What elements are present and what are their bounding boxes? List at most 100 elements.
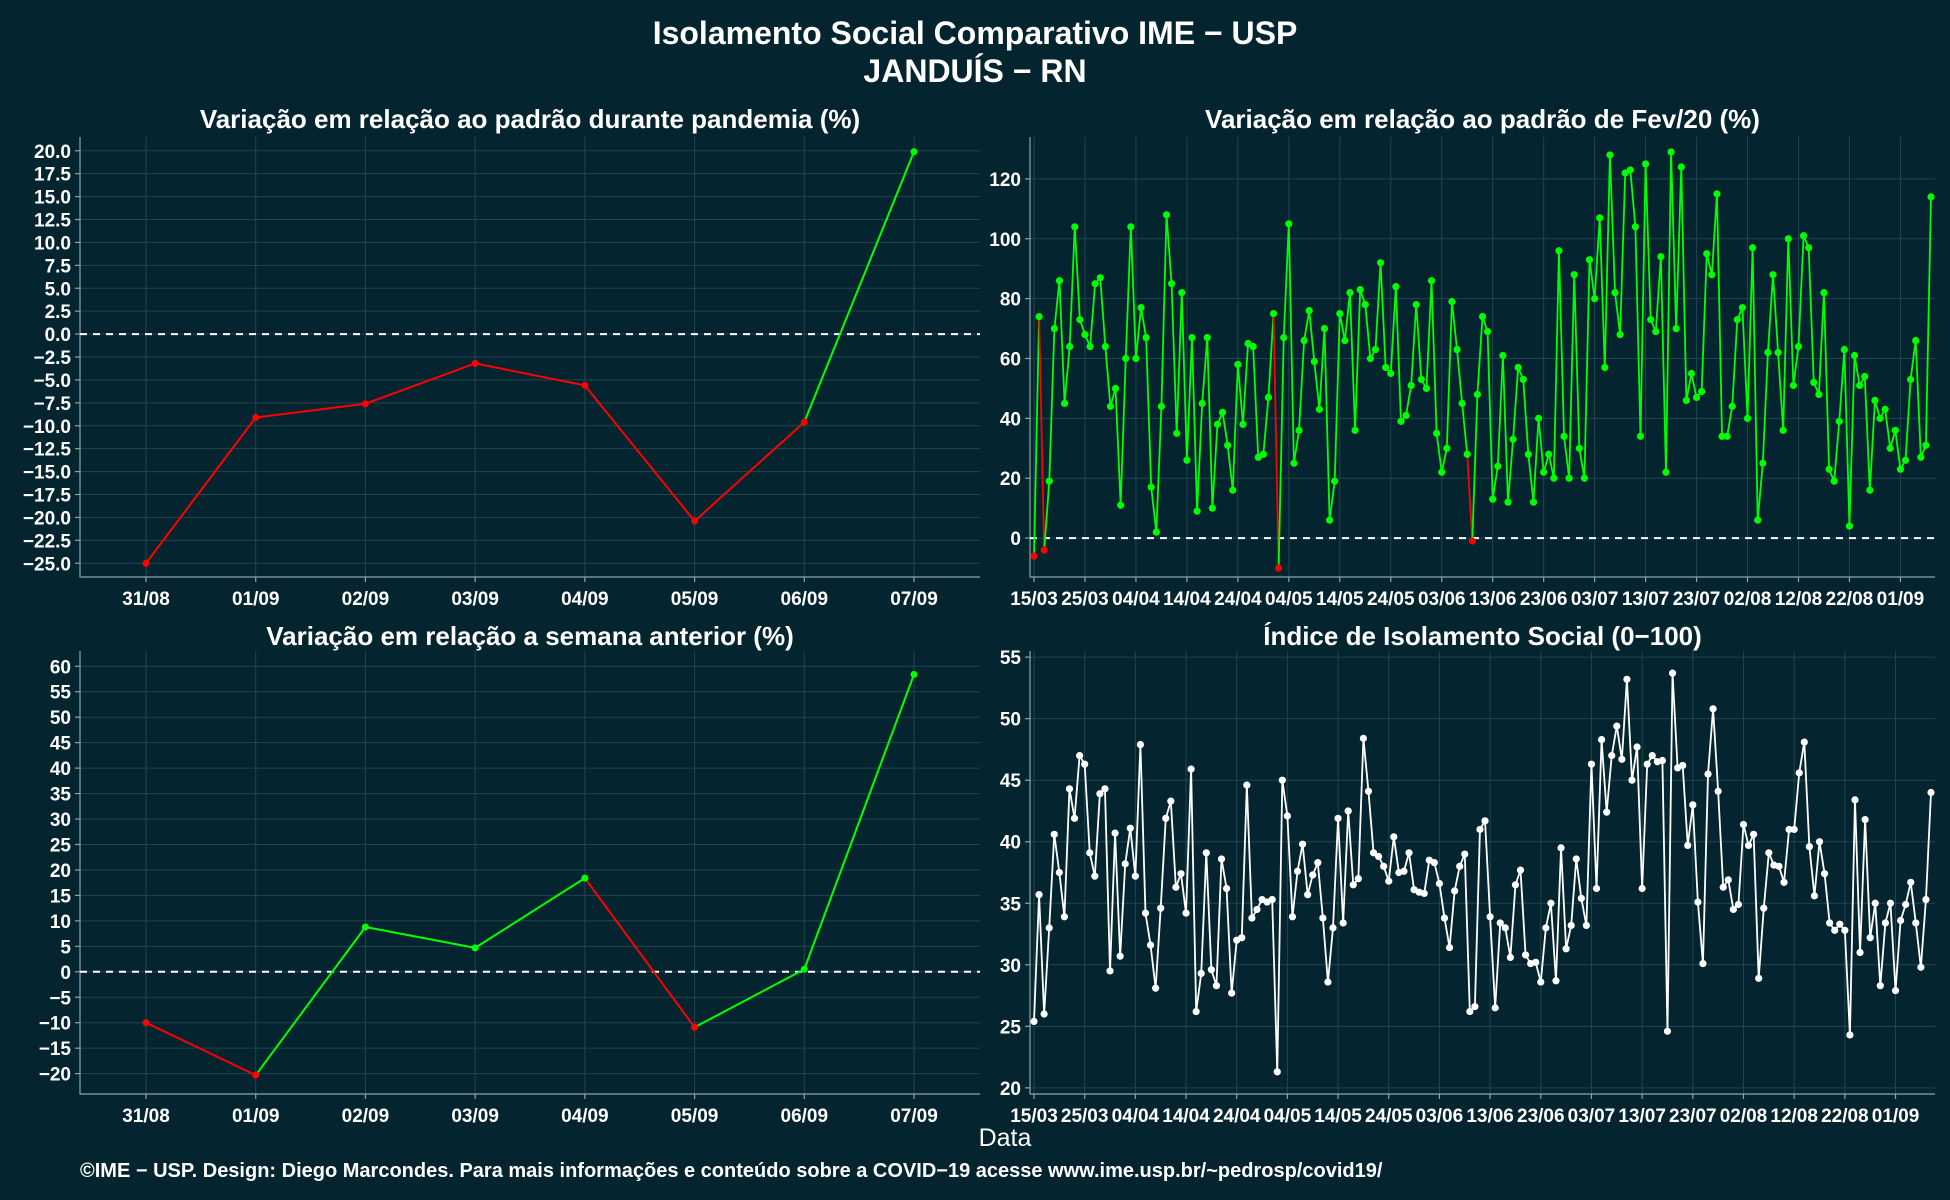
data-point — [361, 923, 369, 931]
series-segment — [1180, 873, 1187, 914]
data-point — [1750, 830, 1758, 838]
y-tick-label: 30 — [1000, 956, 1021, 977]
data-point — [1496, 919, 1504, 927]
series-segment — [1565, 925, 1573, 949]
data-point — [1810, 378, 1818, 387]
data-point — [1628, 776, 1636, 784]
series-segment — [1043, 927, 1051, 1015]
series-segment — [1854, 799, 1861, 953]
series-segment — [1440, 448, 1448, 473]
data-point — [1739, 820, 1748, 829]
series-segment — [1609, 154, 1616, 293]
data-point — [1907, 878, 1915, 886]
panel-title: Variação em relação ao padrão de Fev/20 … — [1205, 104, 1760, 134]
data-point — [1511, 881, 1520, 889]
series-segment — [1807, 247, 1815, 383]
series-segment — [1342, 810, 1350, 923]
series-segment — [1671, 673, 1679, 768]
series-segment — [1544, 903, 1552, 929]
series-segment — [145, 416, 257, 564]
data-point — [1587, 760, 1596, 768]
data-point — [1922, 441, 1930, 449]
data-point — [1264, 393, 1273, 402]
series-segment — [1230, 940, 1238, 994]
series-segment — [1665, 151, 1672, 473]
data-point — [1866, 934, 1874, 942]
data-point — [1519, 375, 1527, 384]
data-point — [1575, 444, 1583, 452]
data-point — [1799, 232, 1808, 240]
series-segment — [1808, 846, 1816, 896]
data-point — [1662, 468, 1670, 476]
data-point — [1390, 833, 1398, 841]
y-tick-label: 50 — [50, 708, 71, 729]
data-point — [1168, 280, 1176, 288]
data-point — [1030, 1017, 1038, 1025]
chart-panel-isolation-index: Índice de Isolamento Social (0−100) 20 25 3… — [1000, 621, 1935, 1127]
series-segment — [1580, 898, 1588, 926]
data-point — [1268, 895, 1276, 904]
series-segment — [474, 877, 586, 949]
data-point — [1173, 429, 1181, 437]
series-segment — [1859, 819, 1867, 953]
data-point — [1132, 354, 1140, 363]
series-segment — [1737, 824, 1745, 905]
series-segment — [1925, 792, 1932, 900]
x-tick-label: 14/05 — [1316, 589, 1364, 610]
data-point — [1458, 399, 1466, 407]
series-segment — [1680, 166, 1688, 401]
data-point — [1755, 974, 1763, 982]
panel-title: Índice de Isolamento Social (0−100) — [1263, 621, 1702, 651]
y-tick-label: −17.5 — [23, 486, 72, 507]
main-subtitle: JANDUÍS − RN — [863, 53, 1086, 89]
y-tick-label: 12.5 — [34, 211, 71, 232]
series-segment — [1496, 355, 1504, 467]
data-point — [1682, 396, 1690, 405]
series-segment — [1558, 250, 1565, 437]
series-segment — [1823, 292, 1830, 470]
data-point — [581, 874, 589, 882]
data-point — [252, 414, 260, 421]
data-point — [1101, 785, 1109, 793]
data-point — [1713, 190, 1721, 198]
series-segment — [1443, 917, 1451, 948]
series-segment — [1583, 259, 1591, 479]
y-tick-label: −10 — [39, 1014, 71, 1035]
series-segment — [1073, 226, 1081, 320]
series-segment — [1252, 346, 1260, 458]
x-tick-label: 12/08 — [1770, 1106, 1818, 1127]
series-segment — [1879, 922, 1887, 986]
x-tick-label: 04/05 — [1264, 1106, 1312, 1127]
data-point — [1567, 921, 1575, 930]
series-segment — [1925, 196, 1932, 446]
data-point — [1489, 495, 1497, 503]
series-segment — [255, 402, 366, 419]
data-point — [1743, 414, 1752, 422]
series-segment — [1048, 834, 1056, 928]
series-segment — [1659, 256, 1667, 473]
data-point — [1667, 148, 1675, 156]
series-segment — [1180, 292, 1188, 461]
data-point — [1344, 807, 1352, 815]
data-point — [1657, 253, 1665, 261]
series-segment — [1675, 166, 1683, 329]
data-point — [1592, 884, 1601, 893]
series-segment — [1712, 708, 1720, 792]
data-point — [1886, 899, 1895, 907]
series-segment — [1313, 361, 1321, 410]
data-point — [142, 1019, 150, 1027]
data-point — [1366, 354, 1374, 363]
data-point — [1641, 160, 1650, 168]
data-point — [1633, 743, 1641, 751]
data-point — [1846, 1031, 1854, 1039]
x-tick-label: 04/04 — [1112, 1106, 1160, 1127]
x-tick-label: 01/09 — [232, 1106, 280, 1127]
data-point — [1280, 333, 1288, 342]
y-tick-label: 55 — [1000, 648, 1022, 669]
data-point — [1692, 393, 1701, 402]
series-segment — [1038, 894, 1046, 1015]
series-segment — [1555, 847, 1562, 981]
series-segment — [1438, 883, 1446, 919]
data-point — [1438, 468, 1446, 476]
data-point — [142, 559, 150, 567]
